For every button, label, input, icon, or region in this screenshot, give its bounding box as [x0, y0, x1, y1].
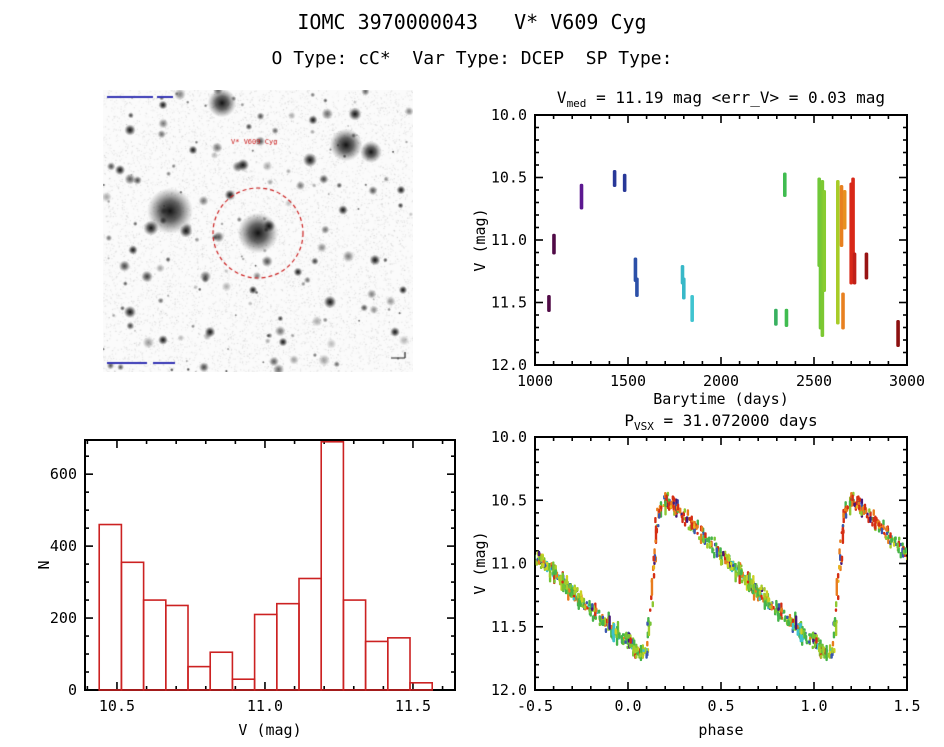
svg-text:12.0: 12.0: [491, 356, 527, 374]
phase-plot-title: PVSX = 31.072000 days: [535, 411, 907, 433]
svg-text:12.0: 12.0: [491, 681, 527, 699]
svg-text:-0.5: -0.5: [517, 697, 553, 715]
svg-text:10.5: 10.5: [491, 491, 527, 509]
svg-text:0.5: 0.5: [707, 697, 734, 715]
svg-text:11.5: 11.5: [491, 618, 527, 636]
histogram-xaxis-label: V (mag): [238, 721, 302, 739]
svg-text:11.0: 11.0: [247, 697, 283, 715]
lightcurve-yaxis-label: V (mag): [471, 208, 489, 272]
page-title: IOMC 3970000043 V* V609 Cyg: [297, 10, 647, 34]
histogram-yaxis-label: N: [35, 560, 53, 570]
lightcurve-xaxis-label: Barytime (days): [653, 390, 789, 408]
svg-text:600: 600: [50, 465, 77, 483]
svg-text:1.0: 1.0: [800, 697, 827, 715]
lightcurve-plot: 1000 1500 2000 2500 3000 10.0 10.5 11.0 11.5 12.0: [491, 106, 925, 390]
lightcurve-title-text: = 11.19 mag <err_V> = 0.03 mag: [586, 88, 886, 107]
period-symbol: P: [624, 411, 634, 430]
svg-text:0: 0: [68, 681, 77, 699]
svg-text:10.5: 10.5: [99, 697, 135, 715]
phase-folded-plot: -0.5 0.0 0.5 1.0 1.5 10.0 10.5 11.0 11.5 12.0: [491, 428, 921, 715]
phase-yaxis-label: V (mag): [471, 531, 489, 595]
svg-text:400: 400: [50, 537, 77, 555]
svg-text:11.5: 11.5: [395, 697, 431, 715]
svg-text:11.0: 11.0: [491, 231, 527, 249]
svg-text:10.0: 10.0: [491, 106, 527, 124]
svg-text:1000: 1000: [517, 372, 553, 390]
svg-text:10.0: 10.0: [491, 428, 527, 446]
svg-text:2000: 2000: [703, 372, 739, 390]
phase-title-text: = 31.072000 days: [653, 411, 818, 430]
lightcurve-title: Vmed = 11.19 mag <err_V> = 0.03 mag: [535, 88, 907, 110]
finder-chart-image: [103, 90, 413, 372]
svg-text:1.5: 1.5: [893, 697, 920, 715]
page-subtitle: O Type: cC* Var Type: DCEP SP Type:: [271, 48, 673, 69]
svg-text:200: 200: [50, 609, 77, 627]
svg-text:10.5: 10.5: [491, 169, 527, 187]
histogram-plot: 10.5 11.0 11.5 0 200 400 600: [50, 439, 456, 715]
vmed-subscript: med: [566, 97, 587, 111]
vmed-symbol: V: [556, 88, 567, 107]
svg-text:3000: 3000: [889, 372, 925, 390]
svg-text:11.5: 11.5: [491, 294, 527, 312]
phase-xaxis-label: phase: [698, 721, 744, 739]
period-subscript: VSX: [634, 420, 654, 434]
svg-text:11.0: 11.0: [491, 555, 527, 573]
svg-text:1500: 1500: [610, 372, 646, 390]
svg-text:0.0: 0.0: [614, 697, 641, 715]
svg-text:2500: 2500: [796, 372, 832, 390]
